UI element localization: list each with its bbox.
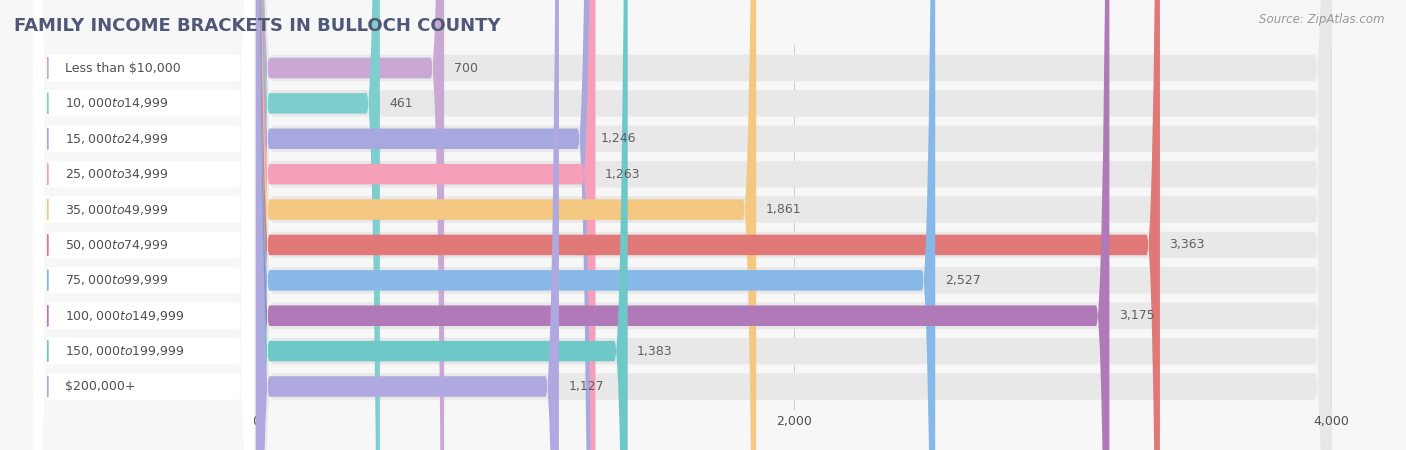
Text: 1,383: 1,383 bbox=[637, 345, 672, 358]
Text: $10,000 to $14,999: $10,000 to $14,999 bbox=[65, 96, 169, 110]
FancyBboxPatch shape bbox=[256, 0, 1160, 450]
FancyBboxPatch shape bbox=[256, 0, 935, 450]
Text: 461: 461 bbox=[389, 97, 413, 110]
FancyBboxPatch shape bbox=[256, 0, 1331, 450]
FancyBboxPatch shape bbox=[32, 0, 253, 450]
Text: $200,000+: $200,000+ bbox=[65, 380, 135, 393]
FancyBboxPatch shape bbox=[32, 0, 253, 450]
FancyBboxPatch shape bbox=[256, 0, 560, 450]
Text: 1,127: 1,127 bbox=[568, 380, 605, 393]
FancyBboxPatch shape bbox=[32, 0, 253, 450]
Text: $75,000 to $99,999: $75,000 to $99,999 bbox=[65, 273, 169, 288]
FancyBboxPatch shape bbox=[256, 0, 756, 450]
FancyBboxPatch shape bbox=[32, 0, 253, 450]
FancyBboxPatch shape bbox=[256, 0, 1331, 450]
FancyBboxPatch shape bbox=[32, 0, 253, 450]
Text: 1,246: 1,246 bbox=[600, 132, 636, 145]
Text: 1,263: 1,263 bbox=[605, 168, 640, 180]
Text: $50,000 to $74,999: $50,000 to $74,999 bbox=[65, 238, 169, 252]
Text: 2,527: 2,527 bbox=[945, 274, 980, 287]
Text: $15,000 to $24,999: $15,000 to $24,999 bbox=[65, 132, 169, 146]
Text: 700: 700 bbox=[454, 62, 478, 75]
FancyBboxPatch shape bbox=[256, 0, 1331, 450]
FancyBboxPatch shape bbox=[256, 0, 444, 450]
Text: $100,000 to $149,999: $100,000 to $149,999 bbox=[65, 309, 184, 323]
Text: FAMILY INCOME BRACKETS IN BULLOCH COUNTY: FAMILY INCOME BRACKETS IN BULLOCH COUNTY bbox=[14, 17, 501, 35]
FancyBboxPatch shape bbox=[256, 0, 1109, 450]
FancyBboxPatch shape bbox=[32, 0, 253, 450]
Text: Source: ZipAtlas.com: Source: ZipAtlas.com bbox=[1260, 14, 1385, 27]
FancyBboxPatch shape bbox=[256, 0, 1331, 450]
FancyBboxPatch shape bbox=[256, 0, 591, 450]
FancyBboxPatch shape bbox=[256, 0, 627, 450]
FancyBboxPatch shape bbox=[256, 0, 1331, 450]
FancyBboxPatch shape bbox=[256, 0, 1331, 450]
FancyBboxPatch shape bbox=[256, 0, 380, 450]
FancyBboxPatch shape bbox=[32, 0, 253, 450]
FancyBboxPatch shape bbox=[256, 0, 1331, 450]
Text: $150,000 to $199,999: $150,000 to $199,999 bbox=[65, 344, 184, 358]
FancyBboxPatch shape bbox=[32, 0, 253, 450]
Text: 3,363: 3,363 bbox=[1170, 238, 1205, 252]
Text: Less than $10,000: Less than $10,000 bbox=[65, 62, 181, 75]
Text: $25,000 to $34,999: $25,000 to $34,999 bbox=[65, 167, 169, 181]
FancyBboxPatch shape bbox=[256, 0, 1331, 450]
Text: $35,000 to $49,999: $35,000 to $49,999 bbox=[65, 202, 169, 216]
FancyBboxPatch shape bbox=[256, 0, 596, 450]
Text: 3,175: 3,175 bbox=[1119, 309, 1154, 322]
FancyBboxPatch shape bbox=[256, 0, 1331, 450]
FancyBboxPatch shape bbox=[32, 0, 253, 450]
Text: 1,861: 1,861 bbox=[766, 203, 801, 216]
FancyBboxPatch shape bbox=[32, 0, 253, 450]
FancyBboxPatch shape bbox=[256, 0, 1331, 450]
